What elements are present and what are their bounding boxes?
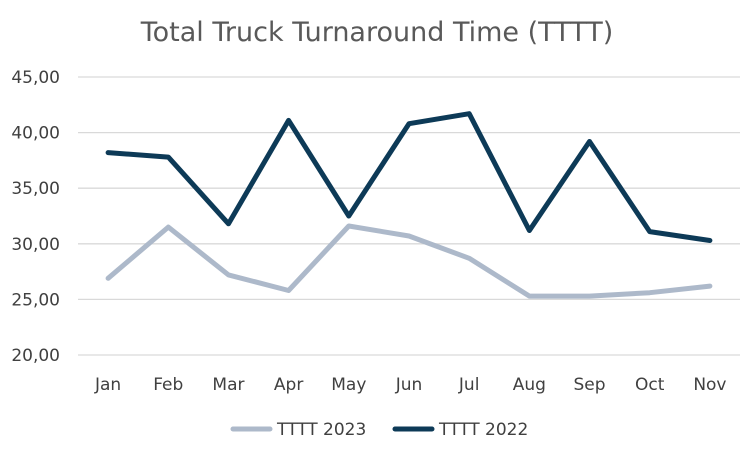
y-tick-label: 25,00 [11,290,60,310]
x-tick-label: Aug [513,375,546,395]
y-axis-tick-labels: 20,00 25,00 30,00 35,00 40,00 45,00 [11,68,60,366]
x-axis-tick-labels: Jan Feb Mar Apr May Jun Jul Aug Sep Oct Nov [94,375,727,395]
x-tick-label: Nov [693,375,726,395]
series-line-tttt-2023 [105,223,713,299]
legend: TTTT 2023 TTTT 2022 [230,420,528,440]
y-tick-label: 45,00 [11,68,60,88]
x-tick-label: Apr [274,375,303,395]
y-tick-label: 30,00 [11,235,60,255]
x-tick-label: Feb [153,375,183,395]
x-tick-label: Jun [395,375,423,395]
legend-label-tttt-2023: TTTT 2023 [276,420,366,440]
x-tick-label: Sep [574,375,606,395]
x-tick-label: May [331,375,366,395]
series-line-tttt-2022 [105,111,713,243]
x-tick-label: Jan [94,375,121,395]
series-lines [105,111,713,299]
y-tick-label: 40,00 [11,124,60,144]
chart-title: Total Truck Turnaround Time (TTTT) [140,17,613,48]
y-tick-label: 35,00 [11,179,60,199]
x-tick-label: Jul [458,375,480,395]
x-tick-label: Oct [635,375,665,395]
x-tick-label: Mar [212,375,244,395]
y-tick-label: 20,00 [11,346,60,366]
legend-label-tttt-2022: TTTT 2022 [438,420,528,440]
